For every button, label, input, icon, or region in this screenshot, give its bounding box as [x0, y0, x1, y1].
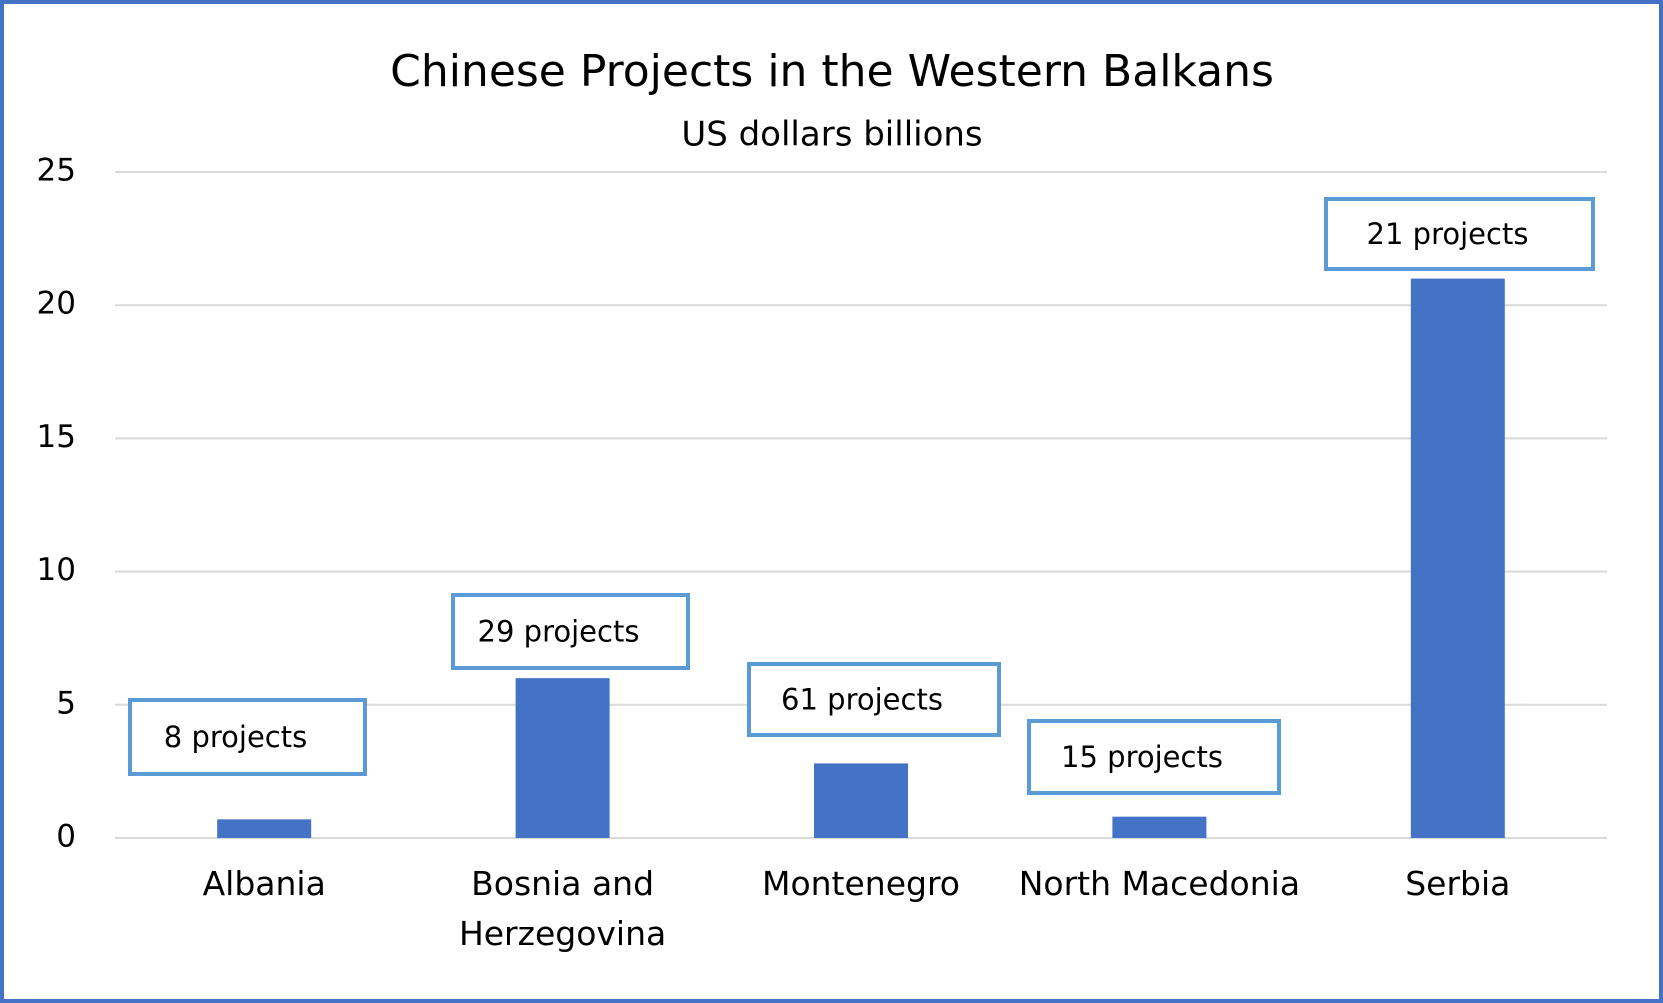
y-tick-label: 10 — [37, 552, 76, 588]
y-tick-label: 25 — [37, 153, 76, 189]
y-tick-label: 20 — [37, 286, 76, 322]
annotation-box — [1027, 719, 1281, 795]
chart-subtitle: US dollars billions — [681, 115, 982, 155]
annotation-box — [128, 698, 367, 776]
bar — [515, 678, 610, 838]
chart-title: Chinese Projects in the Western Balkans — [390, 46, 1274, 97]
y-tick-label: 5 — [56, 685, 76, 721]
x-tick-label: Bosnia and Herzegovina — [458, 864, 667, 953]
annotation: 29 projects — [478, 615, 640, 649]
bar — [814, 763, 908, 838]
annotation-box — [747, 662, 1001, 737]
y-tick-label: 15 — [37, 419, 76, 455]
annotation: 15 projects — [1061, 740, 1223, 774]
annotation-box — [451, 593, 690, 670]
y-tick-label: 0 — [56, 819, 76, 855]
x-tick-label: Montenegro — [761, 864, 960, 903]
annotation: 61 projects — [781, 683, 943, 717]
x-tick-label: Serbia — [1405, 864, 1511, 903]
annotation: 8 projects — [164, 720, 307, 754]
bar — [1112, 816, 1207, 838]
annotation: 21 projects — [1367, 217, 1529, 251]
bar — [217, 819, 312, 838]
x-tick-label: Albania — [202, 864, 326, 903]
bar — [1410, 278, 1505, 838]
x-tick-label: North Macedonia — [1018, 864, 1301, 903]
annotation-box — [1324, 197, 1595, 271]
